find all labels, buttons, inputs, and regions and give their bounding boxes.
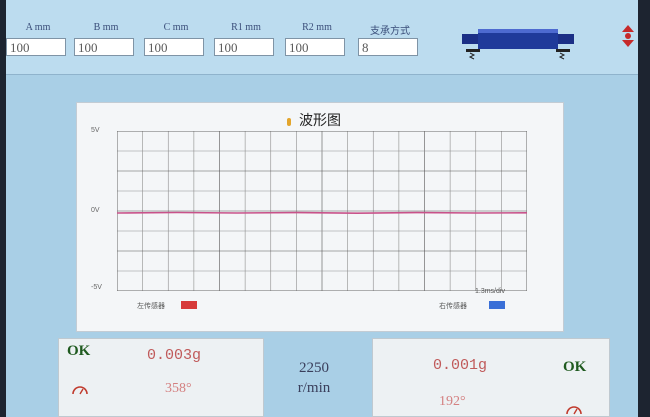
waveform-panel: 波形图 5V 0V -5V 1.3ms/div 左传感器 右传感器 — [76, 102, 564, 332]
speed-value: 2250 — [299, 360, 329, 376]
param-b-input[interactable]: 100 — [74, 38, 134, 56]
left-sensor-swatch — [181, 301, 197, 309]
right-angle: 192° — [439, 394, 466, 409]
right-sensor-swatch — [489, 301, 505, 309]
balancer-screen: A mm 100 B mm 100 C mm 100 R1 mm 100 R2 … — [6, 0, 638, 417]
param-c-label: C mm — [163, 22, 189, 33]
gauge-icon — [72, 386, 88, 395]
param-r1-label: R1 mm — [231, 22, 261, 33]
gauge-icon — [566, 406, 582, 415]
right-value: 0.001g — [433, 357, 488, 374]
right-sensor-label: 右传感器 — [439, 303, 467, 310]
right-status: OK — [563, 359, 587, 375]
left-angle: 358° — [165, 381, 192, 396]
param-r2-label: R2 mm — [302, 22, 332, 33]
right-result-box: 0.001g OK 192° — [372, 338, 610, 417]
title-marker-icon — [287, 117, 291, 126]
left-result-box: OK 0.003g 358° — [58, 338, 264, 417]
waveform-trace — [117, 211, 527, 215]
param-support-mode-input[interactable]: 8 — [358, 38, 418, 56]
param-b-label: B mm — [93, 22, 119, 33]
parameter-bar: A mm 100 B mm 100 C mm 100 R1 mm 100 R2 … — [6, 0, 638, 75]
param-r1-input[interactable]: 100 — [214, 38, 274, 56]
waveform-title-text: 波形图 — [299, 114, 341, 129]
speed-unit: r/min — [297, 380, 331, 396]
param-support-mode-label: 支承方式 — [370, 26, 410, 37]
waveform-title: 波形图 — [287, 110, 341, 130]
y-label-bottom: -5V — [91, 284, 102, 291]
bearing-support-icon[interactable] — [458, 20, 578, 64]
param-a-label: A mm — [25, 22, 51, 33]
waveform-grid — [117, 131, 527, 291]
y-label-top: 5V — [91, 127, 100, 134]
param-c-input[interactable]: 100 — [144, 38, 204, 56]
time-scale-label: 1.3ms/div — [475, 288, 505, 295]
nav-arrows-icon[interactable] — [620, 24, 636, 48]
speed-readout: 2250 r/min — [274, 358, 354, 398]
param-r2-input[interactable]: 100 — [285, 38, 345, 56]
left-status: OK — [67, 343, 91, 359]
left-value: 0.003g — [147, 347, 202, 364]
param-a-input[interactable]: 100 — [6, 38, 66, 56]
left-sensor-label: 左传感器 — [137, 303, 165, 310]
y-label-mid: 0V — [91, 207, 100, 214]
